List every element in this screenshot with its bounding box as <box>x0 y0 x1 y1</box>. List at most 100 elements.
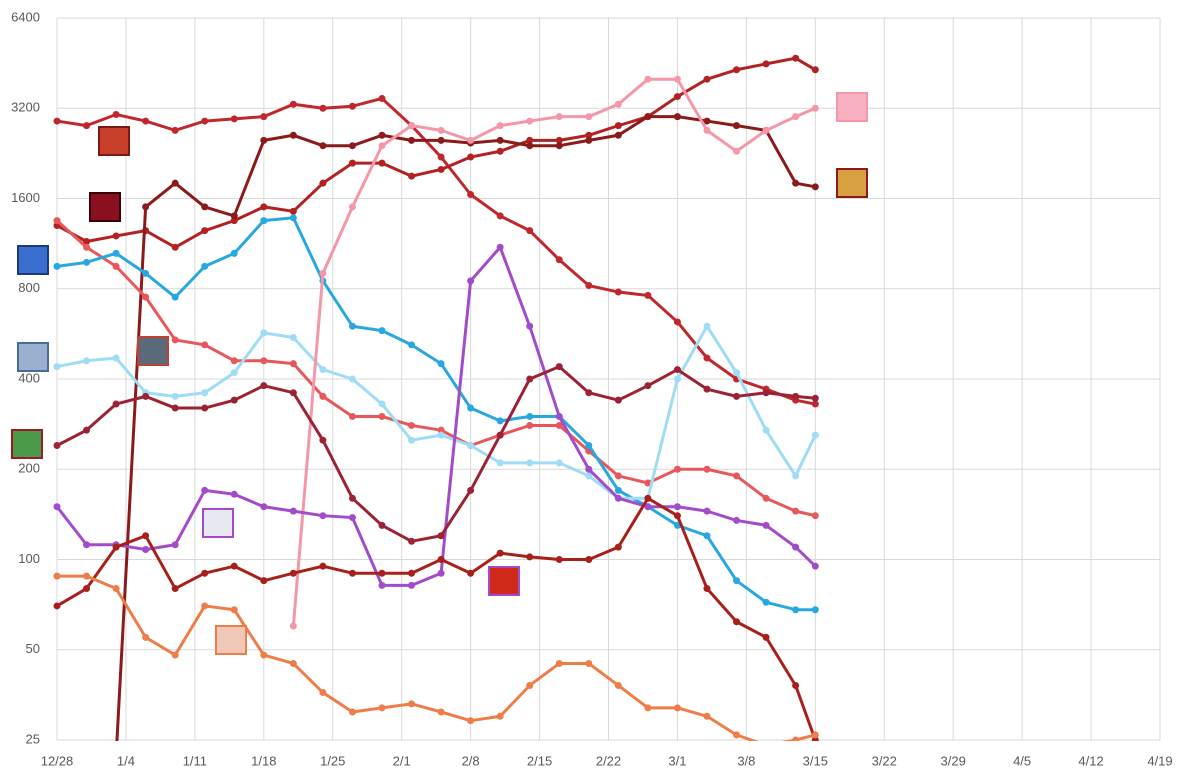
data-point <box>792 54 800 62</box>
x-tick-label: 3/15 <box>803 753 828 768</box>
data-point <box>585 282 593 290</box>
data-point <box>348 494 356 502</box>
data-point <box>348 102 356 110</box>
data-point <box>614 396 622 404</box>
data-point <box>260 651 268 659</box>
data-point <box>526 681 534 689</box>
data-point <box>437 126 445 134</box>
data-point <box>733 472 741 480</box>
y-tick-label: 200 <box>18 461 40 476</box>
data-point <box>289 207 297 215</box>
data-point <box>437 532 445 540</box>
data-point <box>762 633 770 641</box>
data-point <box>289 360 297 368</box>
data-point <box>467 442 475 450</box>
y-tick-label: 1600 <box>11 190 40 205</box>
data-point <box>762 494 770 502</box>
data-point <box>673 503 681 511</box>
series-line <box>55 219 816 518</box>
data-point <box>733 516 741 524</box>
data-point <box>408 569 416 577</box>
data-point <box>467 136 475 144</box>
data-point <box>142 293 150 301</box>
data-point <box>112 232 120 240</box>
data-point <box>614 131 622 139</box>
data-point <box>467 569 475 577</box>
data-point <box>703 322 711 330</box>
data-point <box>348 142 356 150</box>
x-tick-label: 2/1 <box>393 753 411 768</box>
data-point <box>408 436 416 444</box>
data-point <box>408 341 416 349</box>
data-point <box>585 131 593 139</box>
data-point <box>585 389 593 397</box>
data-point <box>83 258 91 266</box>
x-tick-label: 4/19 <box>1147 753 1172 768</box>
data-point <box>811 562 819 570</box>
x-tick-label: 12/28 <box>41 753 74 768</box>
data-point <box>733 147 741 155</box>
data-point <box>83 237 91 245</box>
data-point <box>703 354 711 362</box>
data-point <box>811 183 819 191</box>
data-point <box>230 369 238 377</box>
data-point <box>171 293 179 301</box>
data-point <box>673 318 681 326</box>
data-point <box>673 375 681 383</box>
data-point <box>289 569 297 577</box>
icon <box>488 566 520 596</box>
data-point <box>112 585 120 593</box>
data-point <box>319 366 327 374</box>
data-point <box>555 363 563 371</box>
data-point <box>437 556 445 563</box>
data-point <box>614 681 622 689</box>
data-point <box>811 66 819 74</box>
data-point <box>230 490 238 498</box>
data-point <box>378 412 386 420</box>
icon <box>202 508 234 538</box>
data-point <box>201 262 209 270</box>
data-point <box>585 659 593 667</box>
data-point <box>811 512 819 520</box>
data-point <box>614 122 622 130</box>
data-point <box>703 532 711 540</box>
data-point <box>319 562 327 570</box>
data-point <box>763 742 770 749</box>
data-point <box>703 507 711 515</box>
data-point <box>378 94 386 102</box>
data-point <box>408 421 416 429</box>
data-point <box>289 389 297 397</box>
data-point <box>496 136 504 144</box>
data-point <box>260 329 268 337</box>
data-point <box>673 704 681 712</box>
y-tick-label: 3200 <box>11 100 40 115</box>
data-point <box>585 472 593 480</box>
data-point <box>112 262 120 270</box>
data-point <box>526 412 534 420</box>
data-point <box>53 572 61 580</box>
data-point <box>496 431 504 439</box>
x-tick-label: 1/4 <box>117 753 135 768</box>
x-tick-label: 3/8 <box>737 753 755 768</box>
x-tick-label: 4/5 <box>1013 753 1031 768</box>
data-point <box>142 545 150 553</box>
data-point <box>142 392 150 400</box>
data-point <box>53 503 61 511</box>
data-point <box>319 269 327 277</box>
data-point <box>526 421 534 429</box>
data-point <box>437 426 445 434</box>
data-point <box>83 541 91 549</box>
data-point <box>703 465 711 473</box>
data-point <box>811 394 819 402</box>
y-tick-label: 100 <box>18 551 40 566</box>
data-point <box>378 131 386 139</box>
data-point <box>53 602 61 610</box>
data-point <box>83 426 91 434</box>
data-point <box>171 179 179 187</box>
data-point <box>762 598 770 606</box>
y-tick-label: 6400 <box>11 9 40 24</box>
data-point <box>703 385 711 393</box>
data-point <box>378 327 386 335</box>
series-line <box>56 365 816 543</box>
data-point <box>792 736 800 741</box>
